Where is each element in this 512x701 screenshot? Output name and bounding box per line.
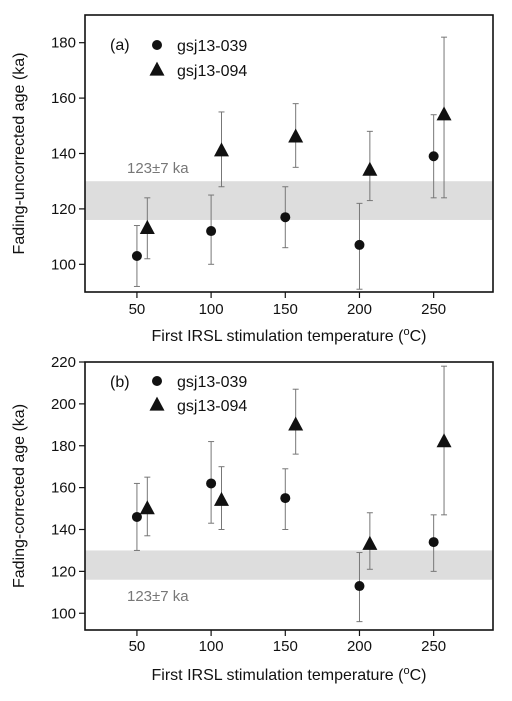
y-tick-label: 100	[51, 605, 76, 622]
y-axis-label: Fading-uncorrected age (ka)	[11, 53, 28, 255]
band-label: 123±7 ka	[127, 588, 189, 605]
data-point-triangle	[139, 219, 155, 234]
chart-panel-a: 123±7 ka 50 100 150 200 250 100 120 140 160 180 Fir…	[11, 14, 494, 345]
data-point-circle	[280, 493, 291, 504]
data-point-circle	[354, 581, 365, 592]
data-point-triangle	[436, 106, 452, 121]
plot-frame	[84, 361, 494, 631]
x-axis-label-end: C)	[410, 328, 427, 345]
legend-circle-marker	[152, 376, 162, 386]
y-axis-label: Fading-corrected age (ka)	[11, 404, 28, 588]
x-axis-label-sup: o	[403, 665, 409, 677]
data-point-circle	[354, 239, 365, 250]
data-point-triangle	[213, 491, 229, 506]
data-point-triangle	[362, 535, 378, 550]
legend-triangle-marker	[149, 61, 165, 76]
data-point-circle	[428, 151, 439, 162]
x-axis-label-main: First IRSL stimulation temperature (	[152, 328, 405, 345]
x-tick-label: 200	[347, 301, 372, 318]
panel-label: (b)	[110, 374, 130, 391]
x-tick-label: 150	[273, 301, 298, 318]
data-point-triangle	[213, 142, 229, 157]
data-point-circle	[206, 478, 217, 489]
y-tick-label: 120	[51, 201, 76, 218]
x-axis-label-sup: o	[403, 326, 409, 338]
x-axis-label-end: C)	[410, 667, 427, 684]
y-tick-label: 200	[51, 396, 76, 413]
x-tick-label: 250	[421, 638, 446, 655]
data-point-triangle	[139, 500, 155, 515]
legend-label: gsj13-039	[177, 374, 247, 391]
x-axis-label-main: First IRSL stimulation temperature (	[152, 667, 405, 684]
legend-circle-marker	[152, 40, 162, 50]
legend-label: gsj13-094	[177, 63, 247, 80]
x-tick-label: 50	[129, 638, 146, 655]
chart-panel-b: 123±7 ka 50 100 150 200 250 100 120 140 160 180 200…	[11, 354, 494, 684]
y-tick-label: 120	[51, 563, 76, 580]
data-point-triangle	[436, 433, 452, 448]
y-tick-label: 220	[51, 354, 76, 371]
x-tick-label: 200	[347, 638, 372, 655]
y-tick-label: 140	[51, 522, 76, 539]
band-label: 123±7 ka	[127, 160, 189, 177]
reference-band	[85, 550, 493, 580]
data-point-triangle	[362, 161, 378, 176]
legend-label: gsj13-094	[177, 398, 247, 415]
data-point-circle	[131, 511, 142, 522]
data-point-triangle	[288, 128, 304, 143]
x-tick-label: 250	[421, 301, 446, 318]
data-point-triangle	[288, 416, 304, 431]
panel-label: (a)	[110, 37, 130, 54]
x-axis-label: First IRSL stimulation temperature (oC)	[152, 665, 427, 684]
data-point-circle	[280, 212, 291, 223]
y-tick-label: 100	[51, 256, 76, 273]
reference-band	[85, 181, 493, 220]
y-tick-label: 180	[51, 35, 76, 52]
x-tick-label: 50	[129, 301, 146, 318]
legend: gsj13-039 gsj13-094	[149, 374, 247, 415]
data-point-circle	[206, 226, 217, 237]
legend: gsj13-039 gsj13-094	[149, 38, 247, 80]
data-point-circle	[428, 537, 439, 548]
y-tick-label: 160	[51, 90, 76, 107]
x-axis-label: First IRSL stimulation temperature (oC)	[152, 326, 427, 345]
legend-triangle-marker	[149, 396, 165, 411]
y-tick-label: 140	[51, 146, 76, 163]
y-tick-label: 160	[51, 480, 76, 497]
x-tick-label: 100	[199, 638, 224, 655]
legend-label: gsj13-039	[177, 38, 247, 55]
data-point-circle	[131, 250, 142, 261]
x-tick-label: 100	[199, 301, 224, 318]
y-tick-label: 180	[51, 438, 76, 455]
x-tick-label: 150	[273, 638, 298, 655]
